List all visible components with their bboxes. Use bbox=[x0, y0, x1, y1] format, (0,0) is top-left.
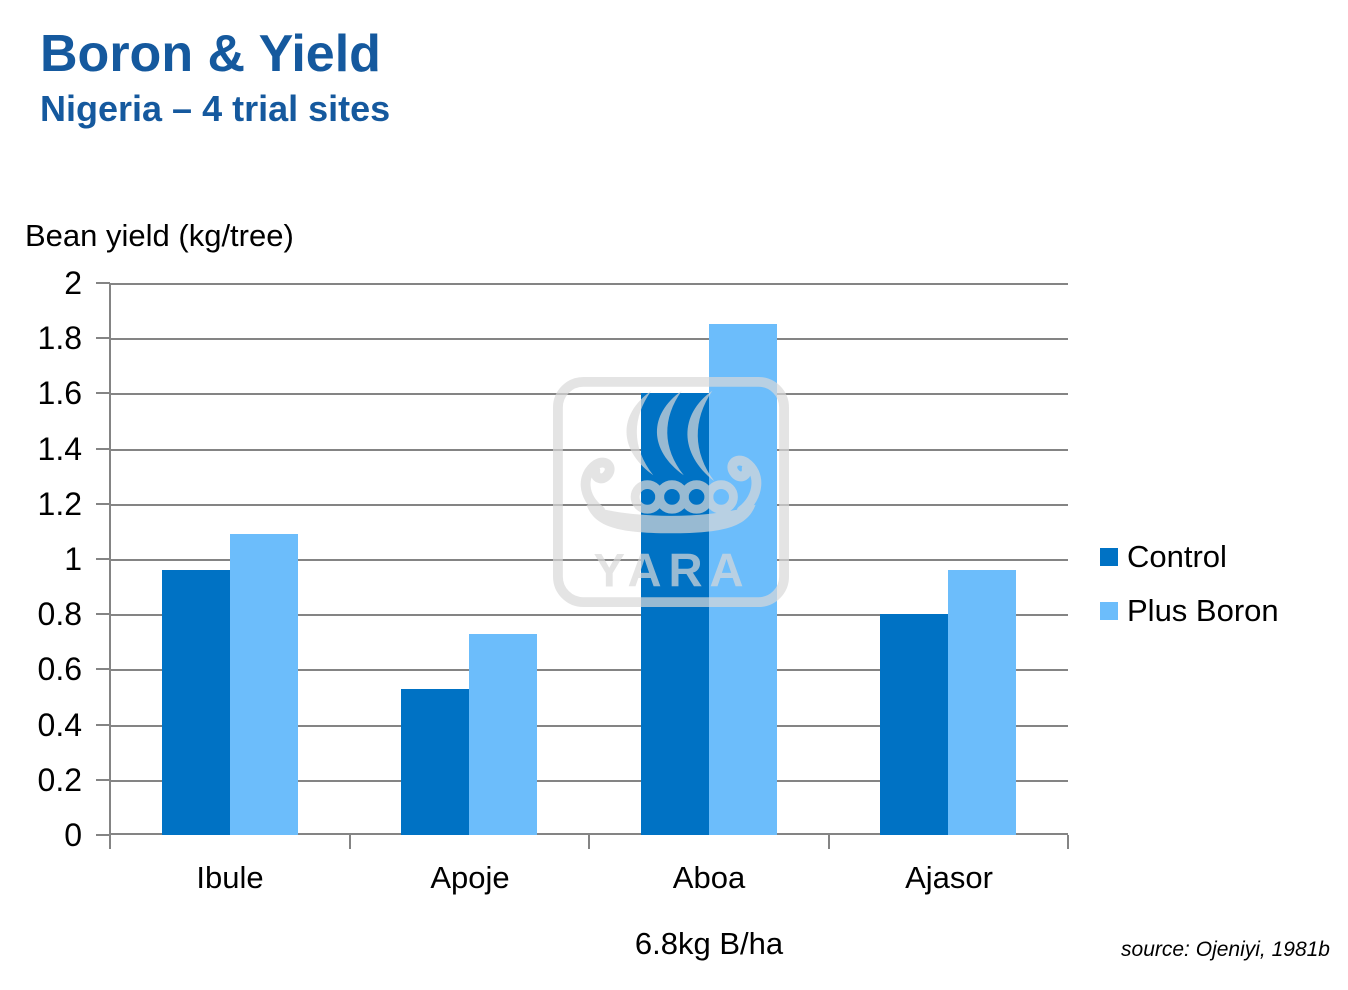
gridline bbox=[110, 614, 1068, 616]
legend-item-control: Control bbox=[1100, 539, 1279, 574]
gridline bbox=[110, 338, 1068, 340]
x-axis-tick bbox=[828, 835, 830, 849]
gridline bbox=[110, 283, 1068, 285]
y-axis-tick-label: 1.6 bbox=[37, 375, 82, 411]
bar-plus-boron-ajasor bbox=[948, 570, 1016, 835]
y-axis-tick-label: 1.4 bbox=[37, 431, 82, 467]
bar-control-ibule bbox=[162, 570, 230, 835]
category-label-ajasor: Ajasor bbox=[905, 860, 993, 895]
y-axis-tick bbox=[96, 448, 110, 450]
slide-subtitle: Nigeria – 4 trial sites bbox=[40, 88, 391, 129]
legend-label: Plus Boron bbox=[1127, 593, 1279, 628]
y-axis-tick bbox=[96, 613, 110, 615]
y-axis-tick-label: 1.2 bbox=[37, 486, 82, 522]
y-axis-line bbox=[109, 283, 111, 849]
bar-control-ajasor bbox=[880, 614, 948, 835]
y-axis-tick-label: 0 bbox=[64, 817, 82, 853]
legend-swatch bbox=[1100, 548, 1118, 566]
bar-plus-boron-apoje bbox=[469, 634, 537, 835]
category-label-ibule: Ibule bbox=[196, 860, 264, 895]
chart-legend: Control Plus Boron bbox=[1100, 539, 1279, 648]
category-label-apoje: Apoje bbox=[430, 860, 510, 895]
y-axis-tick-label: 0.8 bbox=[37, 596, 82, 632]
legend-swatch bbox=[1100, 602, 1118, 620]
y-axis-tick bbox=[96, 779, 110, 781]
y-axis-tick-label: 1.8 bbox=[37, 320, 82, 356]
legend-item-plus-boron: Plus Boron bbox=[1100, 593, 1279, 628]
y-axis-tick bbox=[96, 392, 110, 394]
gridline bbox=[110, 504, 1068, 506]
plot-area bbox=[96, 282, 1069, 849]
y-axis-tick-label: 0.6 bbox=[37, 651, 82, 687]
gridline bbox=[110, 393, 1068, 395]
y-axis-tick bbox=[96, 558, 110, 560]
gridline bbox=[110, 669, 1068, 671]
category-label-aboa: Aboa bbox=[672, 860, 746, 895]
y-axis-tick bbox=[96, 282, 110, 284]
y-axis-tick-label: 2 bbox=[64, 265, 82, 301]
bar-plus-boron-aboa bbox=[709, 324, 777, 835]
x-axis-footnote: 6.8kg B/ha bbox=[634, 926, 784, 961]
x-axis-tick bbox=[588, 835, 590, 849]
y-axis-tick bbox=[96, 834, 110, 836]
y-axis-tick bbox=[96, 503, 110, 505]
bar-plus-boron-ibule bbox=[230, 534, 298, 835]
y-axis-tick bbox=[96, 337, 110, 339]
x-axis-line bbox=[110, 833, 1068, 835]
gridline bbox=[110, 449, 1068, 451]
y-axis-tick-label: 0.2 bbox=[37, 762, 82, 798]
slide-title: Boron & Yield bbox=[40, 25, 381, 83]
bar-control-aboa bbox=[641, 393, 709, 835]
bar-control-apoje bbox=[401, 689, 469, 835]
y-axis-tick-label: 1 bbox=[64, 541, 82, 577]
x-axis-tick bbox=[349, 835, 351, 849]
source-note: source: Ojeniyi, 1981b bbox=[1121, 938, 1330, 961]
y-axis-title: Bean yield (kg/tree) bbox=[25, 218, 294, 253]
legend-label: Control bbox=[1127, 539, 1227, 574]
y-axis-tick bbox=[96, 724, 110, 726]
y-axis-tick bbox=[96, 668, 110, 670]
y-axis-tick-label: 0.4 bbox=[37, 707, 82, 743]
x-axis-tick bbox=[1067, 835, 1069, 849]
gridline bbox=[110, 725, 1068, 727]
gridline bbox=[110, 780, 1068, 782]
